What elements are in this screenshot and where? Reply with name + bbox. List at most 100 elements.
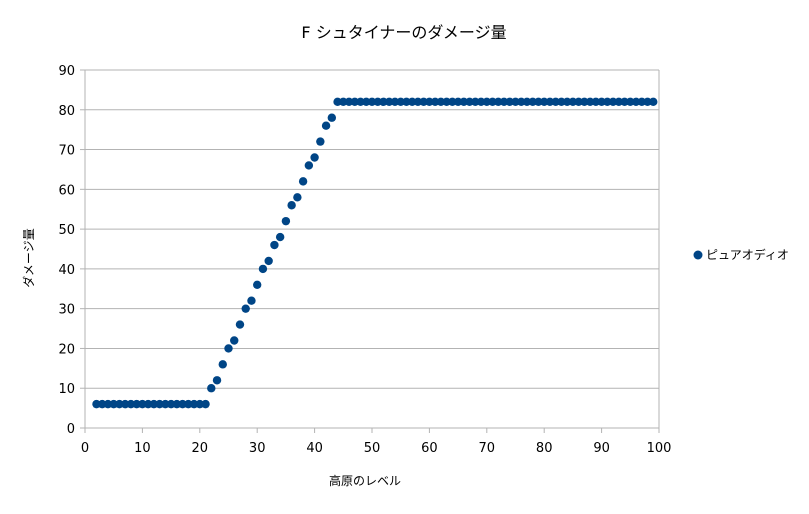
y-tick-label: 80 xyxy=(58,104,75,119)
x-tick-label: 0 xyxy=(81,441,89,456)
data-point xyxy=(304,161,314,170)
data-point xyxy=(184,399,193,409)
data-point xyxy=(448,97,457,107)
data-point xyxy=(585,97,595,107)
data-point xyxy=(620,97,629,107)
y-tick-label: 0 xyxy=(67,422,75,437)
data-point xyxy=(379,97,388,107)
data-point xyxy=(258,264,268,274)
gridlines xyxy=(85,69,659,389)
data-point xyxy=(241,304,250,313)
data-point xyxy=(649,97,658,107)
data-point xyxy=(321,121,331,130)
data-point xyxy=(562,97,572,107)
x-tick-label: 100 xyxy=(647,441,672,456)
x-axis-label: 高原のレベル xyxy=(329,473,401,488)
y-tick-label: 40 xyxy=(58,263,75,278)
x-tick-label: 90 xyxy=(593,441,610,456)
data-point xyxy=(172,399,182,409)
data-point xyxy=(471,97,480,107)
y-tick-label: 90 xyxy=(58,64,75,79)
data-point xyxy=(367,97,377,107)
data-point xyxy=(534,97,543,107)
data-point xyxy=(407,97,417,107)
data-point xyxy=(476,97,486,107)
data-point xyxy=(453,97,463,107)
data-point xyxy=(603,97,612,107)
data-point xyxy=(270,240,279,250)
data-point xyxy=(149,399,159,409)
data-point xyxy=(120,399,130,409)
y-tick-label: 10 xyxy=(58,382,75,397)
legend-label: ピュアオディオ xyxy=(706,247,789,262)
data-point xyxy=(298,177,308,186)
data-point xyxy=(103,399,113,409)
data-point xyxy=(362,97,371,107)
x-tick-label: 80 xyxy=(536,441,553,456)
data-point xyxy=(235,320,245,329)
data-point xyxy=(637,97,646,107)
data-point xyxy=(132,399,141,409)
chart-title: F シュタイナーのダメージ量 xyxy=(301,23,506,42)
x-tick-label: 10 xyxy=(134,441,151,456)
data-point xyxy=(339,97,348,107)
legend-marker xyxy=(693,250,703,260)
data-point xyxy=(482,97,491,107)
data-point xyxy=(166,399,176,409)
data-point xyxy=(161,399,170,409)
data-point xyxy=(413,97,423,107)
data-point xyxy=(540,97,549,107)
data-point xyxy=(143,399,153,409)
data-point xyxy=(643,97,652,107)
data-point xyxy=(436,97,446,107)
data-points xyxy=(92,97,658,409)
data-point xyxy=(178,399,187,409)
y-tick-label: 70 xyxy=(58,144,75,159)
data-point xyxy=(109,399,118,409)
data-point xyxy=(499,97,509,107)
data-point xyxy=(293,193,302,202)
data-point xyxy=(488,97,497,107)
data-point xyxy=(92,399,101,409)
data-point xyxy=(425,97,434,107)
data-point xyxy=(218,360,227,369)
data-point xyxy=(597,97,606,107)
data-point xyxy=(402,97,411,107)
data-point xyxy=(275,232,285,242)
data-point xyxy=(580,97,589,107)
data-point xyxy=(373,97,382,107)
axes xyxy=(80,69,660,433)
data-point xyxy=(253,280,262,289)
data-point xyxy=(528,97,537,107)
data-point xyxy=(459,97,469,107)
data-point xyxy=(505,97,514,107)
data-point xyxy=(230,336,239,345)
data-point xyxy=(442,97,451,107)
data-point xyxy=(430,97,440,107)
data-point xyxy=(212,376,222,385)
data-point xyxy=(138,399,147,409)
data-point xyxy=(115,399,124,409)
x-tick-label: 70 xyxy=(479,441,496,456)
data-point xyxy=(98,399,107,409)
data-point xyxy=(608,97,618,107)
tick-labels: 0 10 20 30 40 50 60 70 80 90 0 10 20 30 40 50 60 70 80 90 10… xyxy=(58,64,671,456)
data-point xyxy=(591,97,601,107)
data-point xyxy=(350,97,359,107)
y-tick-label: 60 xyxy=(58,183,75,198)
data-point xyxy=(396,97,405,107)
data-point xyxy=(614,97,624,107)
x-tick-label: 40 xyxy=(306,441,323,456)
data-point xyxy=(465,97,474,107)
data-point xyxy=(356,97,365,107)
data-point xyxy=(344,97,354,107)
data-point xyxy=(264,256,273,266)
data-point xyxy=(568,97,578,107)
y-tick-label: 50 xyxy=(58,223,75,238)
data-point xyxy=(626,97,635,107)
data-point xyxy=(201,399,210,409)
data-point xyxy=(545,97,555,107)
y-axis-label: ダメージ量 xyxy=(21,228,36,287)
legend: ピュアオディオ xyxy=(693,247,789,262)
